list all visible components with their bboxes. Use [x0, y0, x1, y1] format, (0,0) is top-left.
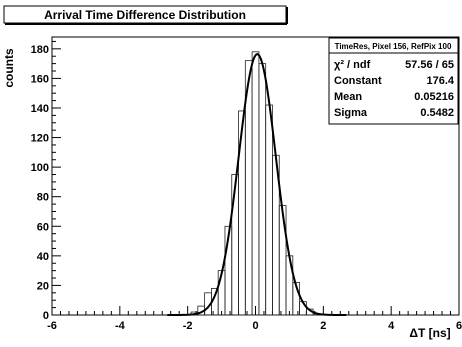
y-tick-label: 0 — [43, 310, 49, 322]
y-tick-label: 160 — [31, 73, 49, 85]
y-axis-label: counts — [2, 48, 16, 88]
chart-title: Arrival Time Difference Distribution — [44, 8, 246, 22]
stats-label: χ² / ndf — [334, 59, 371, 71]
stats-value: 0.05216 — [414, 91, 454, 103]
stats-value: 176.4 — [426, 75, 454, 87]
histogram-series — [190, 51, 321, 316]
x-tick-label: 6 — [456, 320, 462, 332]
stats-box-title: TimeRes, Pixel 156, RefPix 100 — [335, 42, 452, 51]
x-axis-label: ΔT [ns] — [409, 326, 450, 340]
x-tick-label: -2 — [183, 320, 193, 332]
stats-box: TimeRes, Pixel 156, RefPix 100 χ² / ndf 5… — [328, 37, 459, 125]
x-tick-label: -6 — [47, 320, 57, 332]
stats-value: 57.56 / 65 — [405, 59, 454, 71]
y-tick-label: 120 — [31, 133, 49, 145]
x-tick-label: 2 — [320, 320, 326, 332]
histogram-bin — [278, 205, 287, 316]
y-tick-label: 60 — [37, 221, 49, 233]
y-tick-label: 100 — [31, 162, 49, 174]
x-tick-label: 4 — [388, 320, 395, 332]
stats-value: 0.5482 — [420, 107, 454, 119]
histogram-bin — [265, 104, 273, 316]
stats-box-frame — [328, 37, 459, 125]
y-tick-labels: 0 20 40 60 80 100 120 140 160 180 — [31, 44, 49, 322]
stats-label: Sigma — [334, 107, 368, 119]
fit-curve — [167, 53, 347, 316]
x-tick-labels: -6 -4 -2 0 2 4 6 — [47, 320, 462, 332]
gaussian-fit-series — [167, 53, 347, 316]
histogram-bin — [251, 51, 260, 316]
stats-label: Constant — [334, 75, 382, 87]
histogram-bin — [258, 63, 267, 316]
histogram-bin — [231, 174, 239, 316]
y-tick-label: 40 — [37, 251, 49, 263]
y-tick-label: 180 — [31, 44, 49, 56]
stats-box-rows: χ² / ndf 57.56 / 65 Constant 176.4 Mean 0.052… — [334, 59, 455, 119]
x-tick-label: -4 — [115, 320, 126, 332]
y-tick-label: 20 — [37, 280, 49, 292]
y-tick-label: 80 — [37, 192, 49, 204]
stats-label: Mean — [334, 91, 362, 103]
x-tick-label: 0 — [252, 320, 258, 332]
y-tick-label: 140 — [31, 103, 49, 115]
